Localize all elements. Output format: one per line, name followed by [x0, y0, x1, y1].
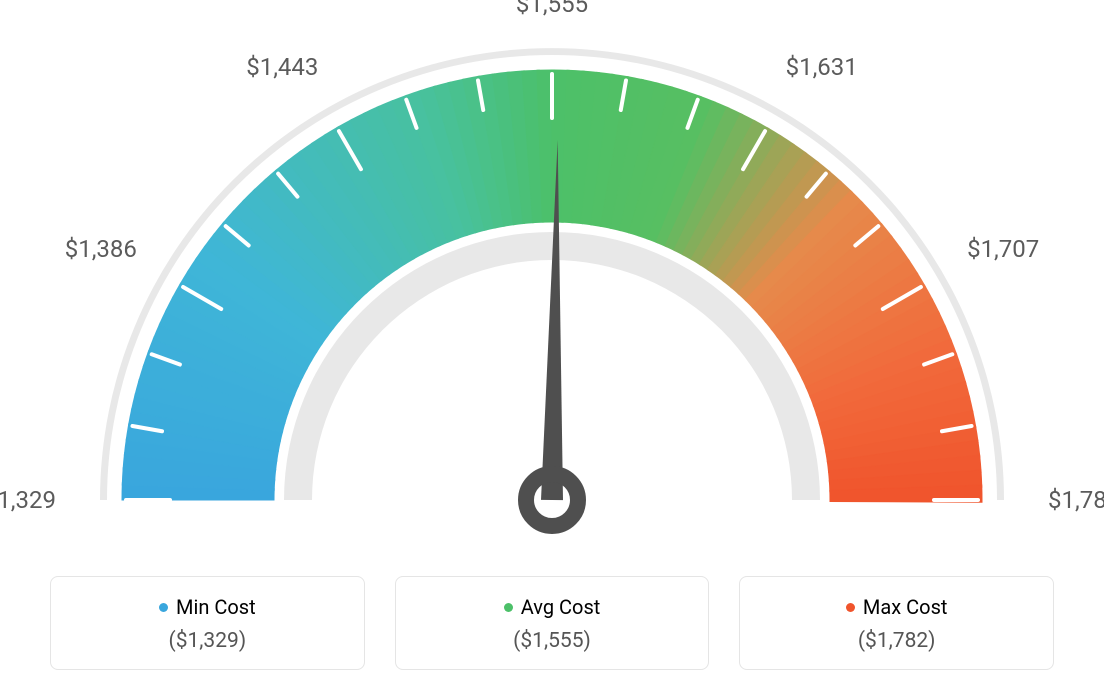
- legend-cards: Min Cost ($1,329) Avg Cost ($1,555) Max …: [50, 576, 1054, 670]
- avg-cost-title: Avg Cost: [504, 595, 601, 619]
- max-cost-label: Max Cost: [863, 595, 948, 619]
- gauge-tick-label: $1,555: [516, 0, 588, 18]
- min-cost-value: ($1,329): [71, 629, 344, 653]
- min-cost-card: Min Cost ($1,329): [50, 576, 365, 670]
- min-cost-title: Min Cost: [159, 595, 256, 619]
- max-cost-value: ($1,782): [760, 629, 1033, 653]
- avg-cost-card: Avg Cost ($1,555): [395, 576, 710, 670]
- gauge-tick-label: $1,329: [0, 486, 56, 514]
- gauge-tick-label: $1,782: [1048, 486, 1104, 514]
- dot-icon: [504, 603, 513, 612]
- min-cost-label: Min Cost: [176, 595, 256, 619]
- dot-icon: [846, 603, 855, 612]
- max-cost-card: Max Cost ($1,782): [739, 576, 1054, 670]
- gauge-tick-label: $1,631: [786, 54, 858, 82]
- gauge-tick-label: $1,386: [65, 235, 137, 263]
- dot-icon: [159, 603, 168, 612]
- gauge-tick-label: $1,443: [246, 54, 318, 82]
- gauge-svg: [0, 10, 1104, 570]
- gauge: $1,329 $1,386 $1,443 $1,555 $1,631 $1,707 $1,7…: [0, 0, 1104, 560]
- gauge-tick-label: $1,707: [967, 235, 1039, 263]
- max-cost-title: Max Cost: [846, 595, 948, 619]
- avg-cost-label: Avg Cost: [521, 595, 601, 619]
- chart-container: $1,329 $1,386 $1,443 $1,555 $1,631 $1,707 $1,7…: [0, 0, 1104, 690]
- avg-cost-value: ($1,555): [416, 629, 689, 653]
